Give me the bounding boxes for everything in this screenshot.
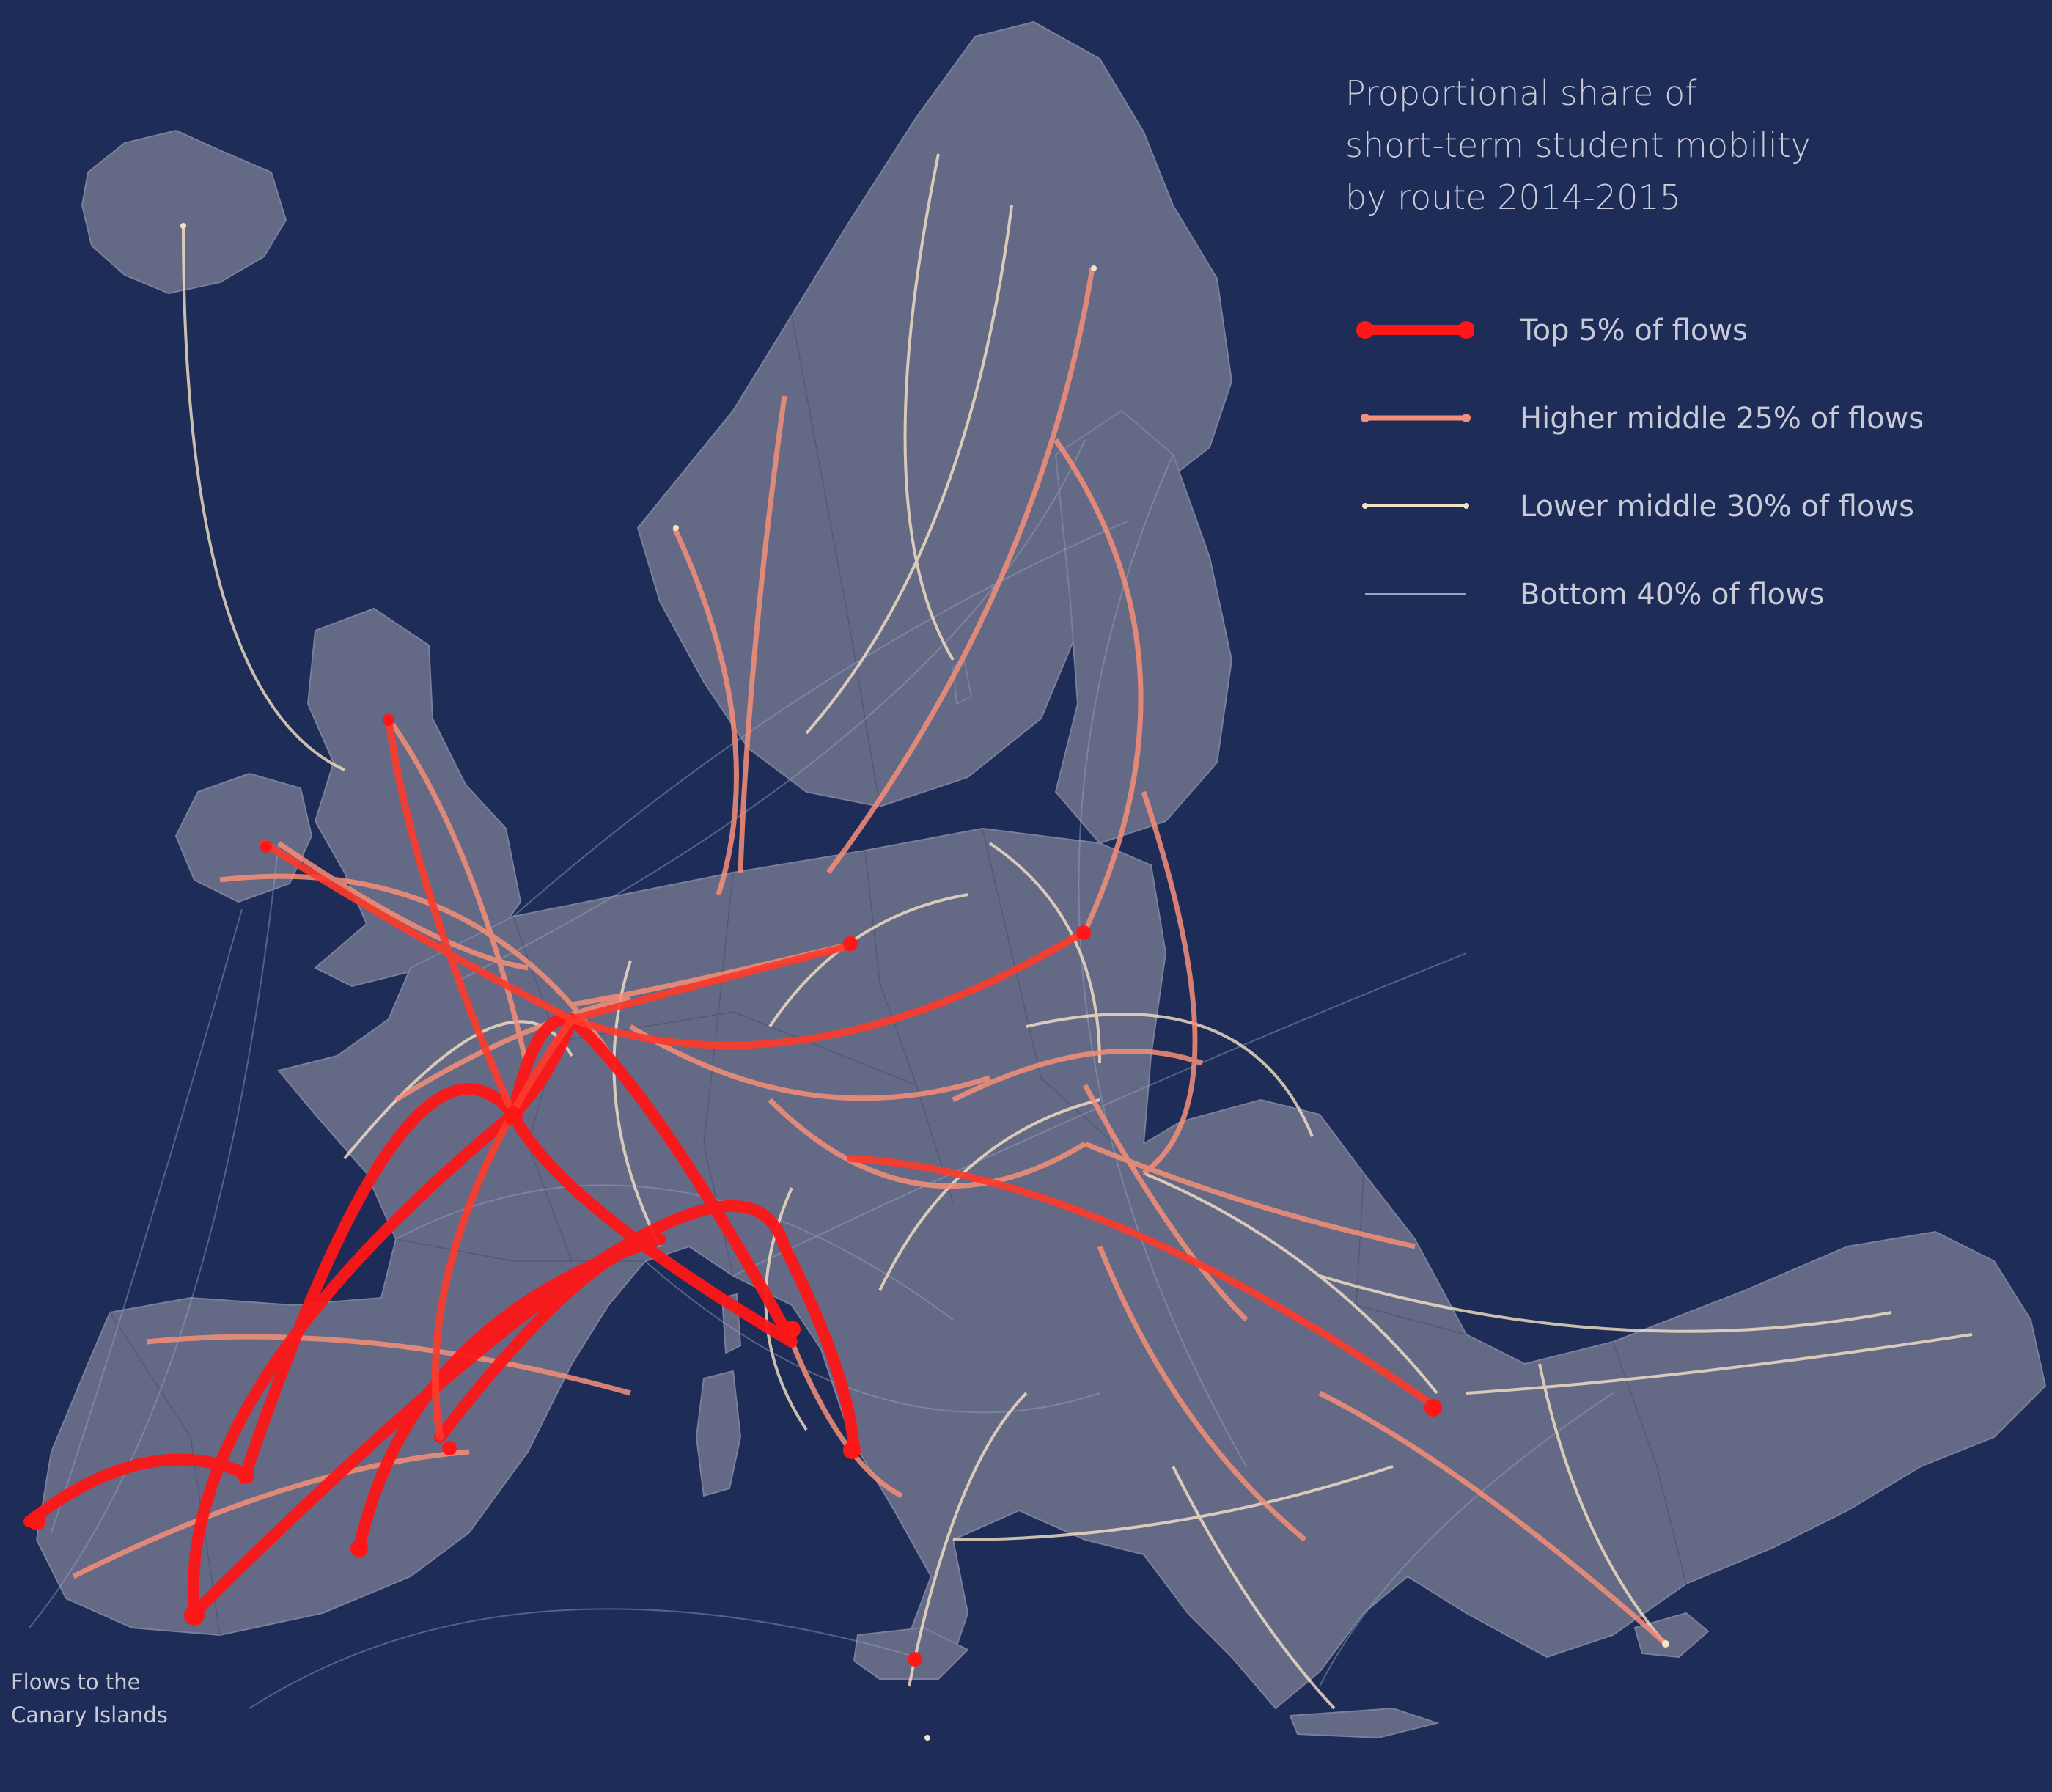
legend-swatch-lower-middle <box>1362 503 1469 509</box>
flow-endpoint <box>1091 265 1097 271</box>
flow-endpoint <box>1662 1640 1669 1648</box>
flow-top-tier-secondary <box>260 715 1441 1441</box>
ireland-shape <box>174 772 313 903</box>
flow-endpoint <box>442 1441 457 1455</box>
title-line-3: by route 2014-2015 <box>1345 177 1681 217</box>
flow-endpoint <box>1424 1399 1442 1417</box>
finland-baltic-shape <box>1054 409 1233 845</box>
flow-endpoint <box>843 1442 861 1459</box>
flow-top-tier <box>23 1013 860 1619</box>
flow-endpoints <box>28 714 1442 1667</box>
legend-swatch-top <box>1356 321 1474 339</box>
annotation-line-1: Flows to the <box>11 1670 141 1694</box>
annotation-line-2: Canary Islands <box>11 1703 168 1727</box>
flow-endpoint <box>783 1321 801 1338</box>
flow-endpoint <box>908 1652 922 1667</box>
flow-endpoint <box>1076 925 1091 940</box>
cyprus-shape <box>1633 1612 1710 1659</box>
flow-endpoint <box>924 1735 930 1741</box>
flow-endpoint <box>843 936 858 951</box>
legend-label-bottom: Bottom 40% of flows <box>1520 578 1825 612</box>
flow-endpoint <box>28 1513 45 1530</box>
flow-endpoints-light <box>180 223 1669 1741</box>
title-line-2: short-term student mobility <box>1345 125 1811 165</box>
legend-label-top: Top 5% of flows <box>1520 314 1748 348</box>
flow-endpoint <box>673 525 679 531</box>
flow-endpoint <box>383 714 394 726</box>
flow-endpoint <box>180 223 186 229</box>
flow-endpoint <box>237 1466 254 1484</box>
crete-shape <box>1289 1707 1440 1739</box>
sardinia-shape <box>695 1370 742 1497</box>
flow-endpoint <box>504 1106 523 1125</box>
flow-endpoint <box>350 1540 368 1557</box>
iceland-shape <box>81 129 287 295</box>
legend-label-lower-middle: Lower middle 30% of flows <box>1520 490 1914 524</box>
title-line-1: Proportional share of <box>1345 73 1697 113</box>
map-title: Proportional share of short-term student… <box>1345 67 1811 224</box>
legend-swatch-bottom <box>1365 593 1466 595</box>
flow-endpoint <box>260 841 272 853</box>
flow-higher-middle-tier <box>72 267 1666 1645</box>
flow-endpoint <box>184 1605 205 1626</box>
canary-islands-annotation: Flows to the Canary Islands <box>11 1666 168 1732</box>
legend-label-higher-middle: Higher middle 25% of flows <box>1520 402 1924 436</box>
legend-swatch-higher-middle <box>1361 414 1471 422</box>
flow-routes <box>23 153 1973 1741</box>
